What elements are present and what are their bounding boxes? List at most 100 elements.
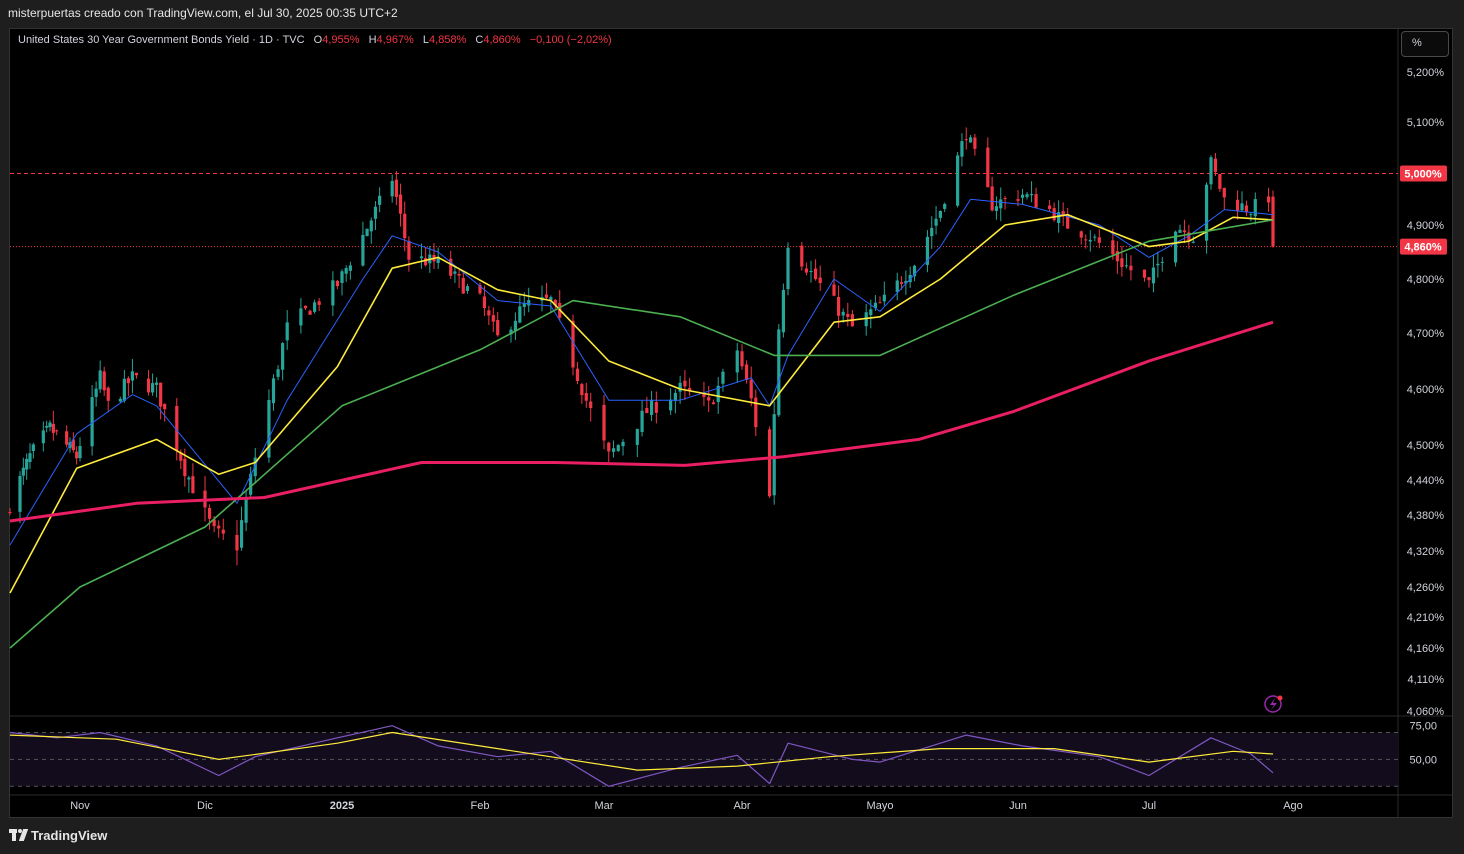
candle bbox=[688, 377, 692, 396]
candle bbox=[1034, 187, 1038, 208]
candle bbox=[1151, 254, 1156, 293]
candle-body bbox=[912, 265, 917, 277]
time-tick-label: Ago bbox=[1283, 800, 1303, 812]
candle-body bbox=[509, 329, 513, 335]
candle-body bbox=[71, 439, 75, 451]
candle-body bbox=[126, 378, 130, 384]
candle-body bbox=[1235, 199, 1240, 211]
time-tick-label: Feb bbox=[471, 800, 490, 812]
candle bbox=[45, 420, 49, 433]
candle-body bbox=[768, 429, 772, 497]
candle bbox=[163, 403, 167, 422]
candle bbox=[616, 444, 620, 453]
candle bbox=[344, 265, 348, 282]
candle bbox=[584, 382, 588, 408]
candle-body bbox=[285, 322, 289, 341]
price-line-label: 4,860% bbox=[1404, 242, 1442, 254]
candle-body bbox=[31, 444, 35, 452]
candle-body bbox=[308, 310, 312, 315]
candle-body bbox=[1016, 199, 1020, 201]
candle bbox=[373, 201, 378, 231]
candle-body bbox=[348, 265, 352, 271]
candle-body bbox=[146, 378, 151, 393]
candle-body bbox=[394, 179, 398, 197]
candle-body bbox=[749, 379, 753, 399]
rsi-series-rsi_ma bbox=[9, 731, 1274, 771]
candle-body bbox=[90, 397, 94, 447]
candle bbox=[419, 243, 424, 269]
candle bbox=[649, 390, 654, 422]
candle-body bbox=[654, 402, 658, 413]
candle bbox=[509, 326, 513, 343]
time-tick-label: Jul bbox=[1142, 800, 1156, 812]
percent-scale-button[interactable]: % bbox=[1401, 31, 1449, 57]
candle bbox=[1271, 190, 1275, 248]
candles-group bbox=[8, 127, 1275, 566]
candle bbox=[645, 396, 649, 414]
candle bbox=[55, 429, 59, 436]
candle bbox=[772, 401, 776, 505]
candle bbox=[654, 391, 658, 424]
candle-body bbox=[122, 378, 126, 401]
candle-body bbox=[303, 305, 308, 309]
candle-body bbox=[335, 280, 340, 287]
candle bbox=[496, 311, 500, 337]
candle bbox=[1191, 236, 1195, 244]
candle bbox=[635, 428, 639, 458]
candle bbox=[938, 210, 942, 222]
candle bbox=[740, 344, 744, 370]
rsi-tick-label: 50,00 bbox=[1409, 754, 1437, 766]
candle bbox=[553, 298, 557, 309]
candle bbox=[1079, 230, 1083, 245]
candle-body bbox=[688, 387, 692, 392]
candle-body bbox=[607, 442, 611, 452]
tradingview-brand[interactable]: TradingView bbox=[9, 828, 107, 843]
candle bbox=[457, 269, 461, 289]
candle-body bbox=[403, 213, 407, 239]
candle-body bbox=[8, 512, 12, 514]
time-tick-label: Jun bbox=[1009, 800, 1027, 812]
candle bbox=[1235, 190, 1240, 220]
candle bbox=[1120, 245, 1124, 277]
candle bbox=[1088, 230, 1092, 252]
legend-open-label: O bbox=[313, 34, 323, 46]
candle bbox=[800, 241, 804, 271]
moving-average-ema_slow bbox=[9, 219, 1274, 649]
legend-close-label: C bbox=[475, 34, 484, 46]
candle-body bbox=[130, 371, 135, 381]
candle bbox=[217, 520, 221, 538]
candle-body bbox=[683, 380, 687, 387]
candle-body bbox=[956, 155, 960, 206]
candle-body bbox=[424, 258, 428, 266]
candle-body bbox=[934, 218, 938, 226]
candle bbox=[904, 270, 908, 295]
candle bbox=[1178, 224, 1182, 234]
candle-body bbox=[745, 364, 749, 380]
candle bbox=[331, 271, 335, 316]
candle-body bbox=[340, 271, 344, 283]
candle bbox=[580, 382, 584, 404]
top-bar: misterpuertas creado con TradingView.com… bbox=[0, 0, 1464, 28]
candle-body bbox=[239, 520, 244, 548]
candle-body bbox=[1029, 194, 1034, 196]
candle bbox=[602, 394, 606, 450]
candle-body bbox=[244, 497, 248, 523]
candle bbox=[804, 262, 808, 276]
candle-body bbox=[1151, 267, 1156, 284]
candle bbox=[48, 420, 52, 432]
candle bbox=[21, 457, 25, 485]
price-tick-label: 5,100% bbox=[1407, 117, 1445, 129]
candle bbox=[281, 342, 285, 381]
candle-body bbox=[191, 476, 195, 494]
candle bbox=[707, 385, 711, 413]
candle bbox=[973, 133, 977, 156]
candle bbox=[735, 342, 739, 383]
candle bbox=[1052, 202, 1056, 222]
candle bbox=[221, 518, 225, 540]
candle bbox=[369, 217, 373, 244]
candle bbox=[899, 276, 904, 290]
candle-body bbox=[1034, 194, 1038, 208]
candle-body bbox=[841, 311, 845, 316]
candle-body bbox=[461, 277, 465, 294]
